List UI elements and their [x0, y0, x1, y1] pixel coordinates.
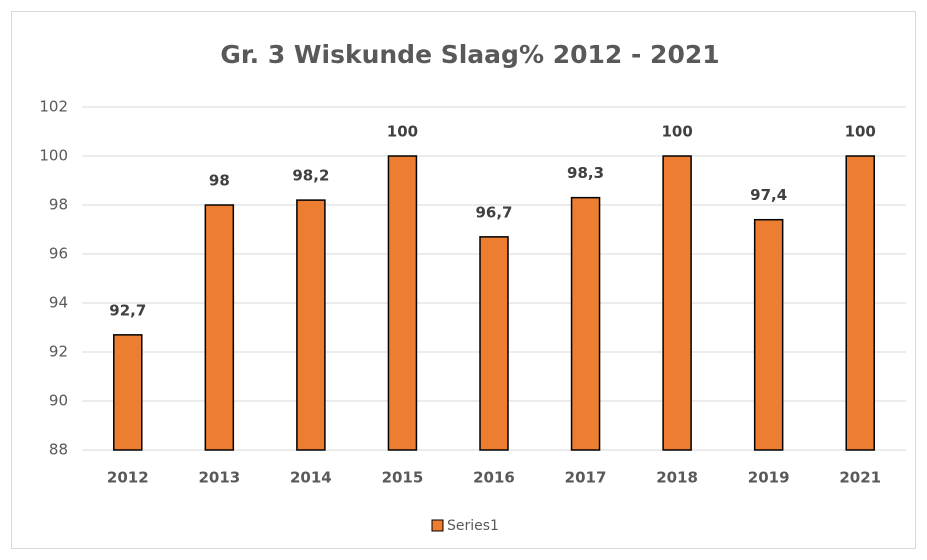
x-tick-label: 2013 [198, 469, 240, 487]
legend-label: Series1 [447, 518, 499, 534]
y-tick-label: 94 [49, 294, 68, 312]
y-tick-label: 98 [49, 196, 68, 214]
data-label: 100 [661, 123, 692, 141]
x-tick-label: 2014 [290, 469, 332, 487]
bar [204, 204, 235, 451]
bar [570, 196, 601, 451]
data-label: 96,7 [475, 203, 512, 221]
y-tick-label: 92 [49, 343, 68, 361]
x-tick-label: 2019 [748, 469, 790, 487]
data-label: 98,3 [567, 164, 604, 182]
x-tick-label: 2015 [382, 469, 424, 487]
data-label: 98 [209, 172, 230, 190]
y-tick-label: 96 [49, 245, 68, 263]
data-label: 92,7 [109, 301, 146, 319]
bar [753, 218, 784, 451]
bar [296, 199, 326, 451]
x-tick-label: 2018 [656, 469, 698, 487]
x-tick-label: 2017 [565, 469, 607, 487]
chart-title: Gr. 3 Wiskunde Slaag% 2012 - 2021 [220, 40, 719, 69]
bar [845, 155, 875, 451]
y-tick-label: 102 [39, 98, 68, 116]
data-label: 97,4 [750, 186, 787, 204]
y-tick-label: 90 [49, 392, 68, 410]
x-tick-label: 2016 [473, 469, 515, 487]
data-label: 98,2 [292, 167, 329, 185]
x-tick-label: 2012 [107, 469, 149, 487]
bar [113, 334, 143, 451]
data-label: 100 [387, 123, 418, 141]
x-tick-label: 2021 [839, 469, 881, 487]
bar [387, 155, 418, 451]
bar [479, 236, 509, 451]
legend-swatch [431, 519, 444, 532]
y-tick-label: 100 [39, 147, 68, 165]
data-label: 100 [845, 123, 876, 141]
y-tick-label: 88 [49, 441, 68, 459]
bar [662, 155, 692, 451]
